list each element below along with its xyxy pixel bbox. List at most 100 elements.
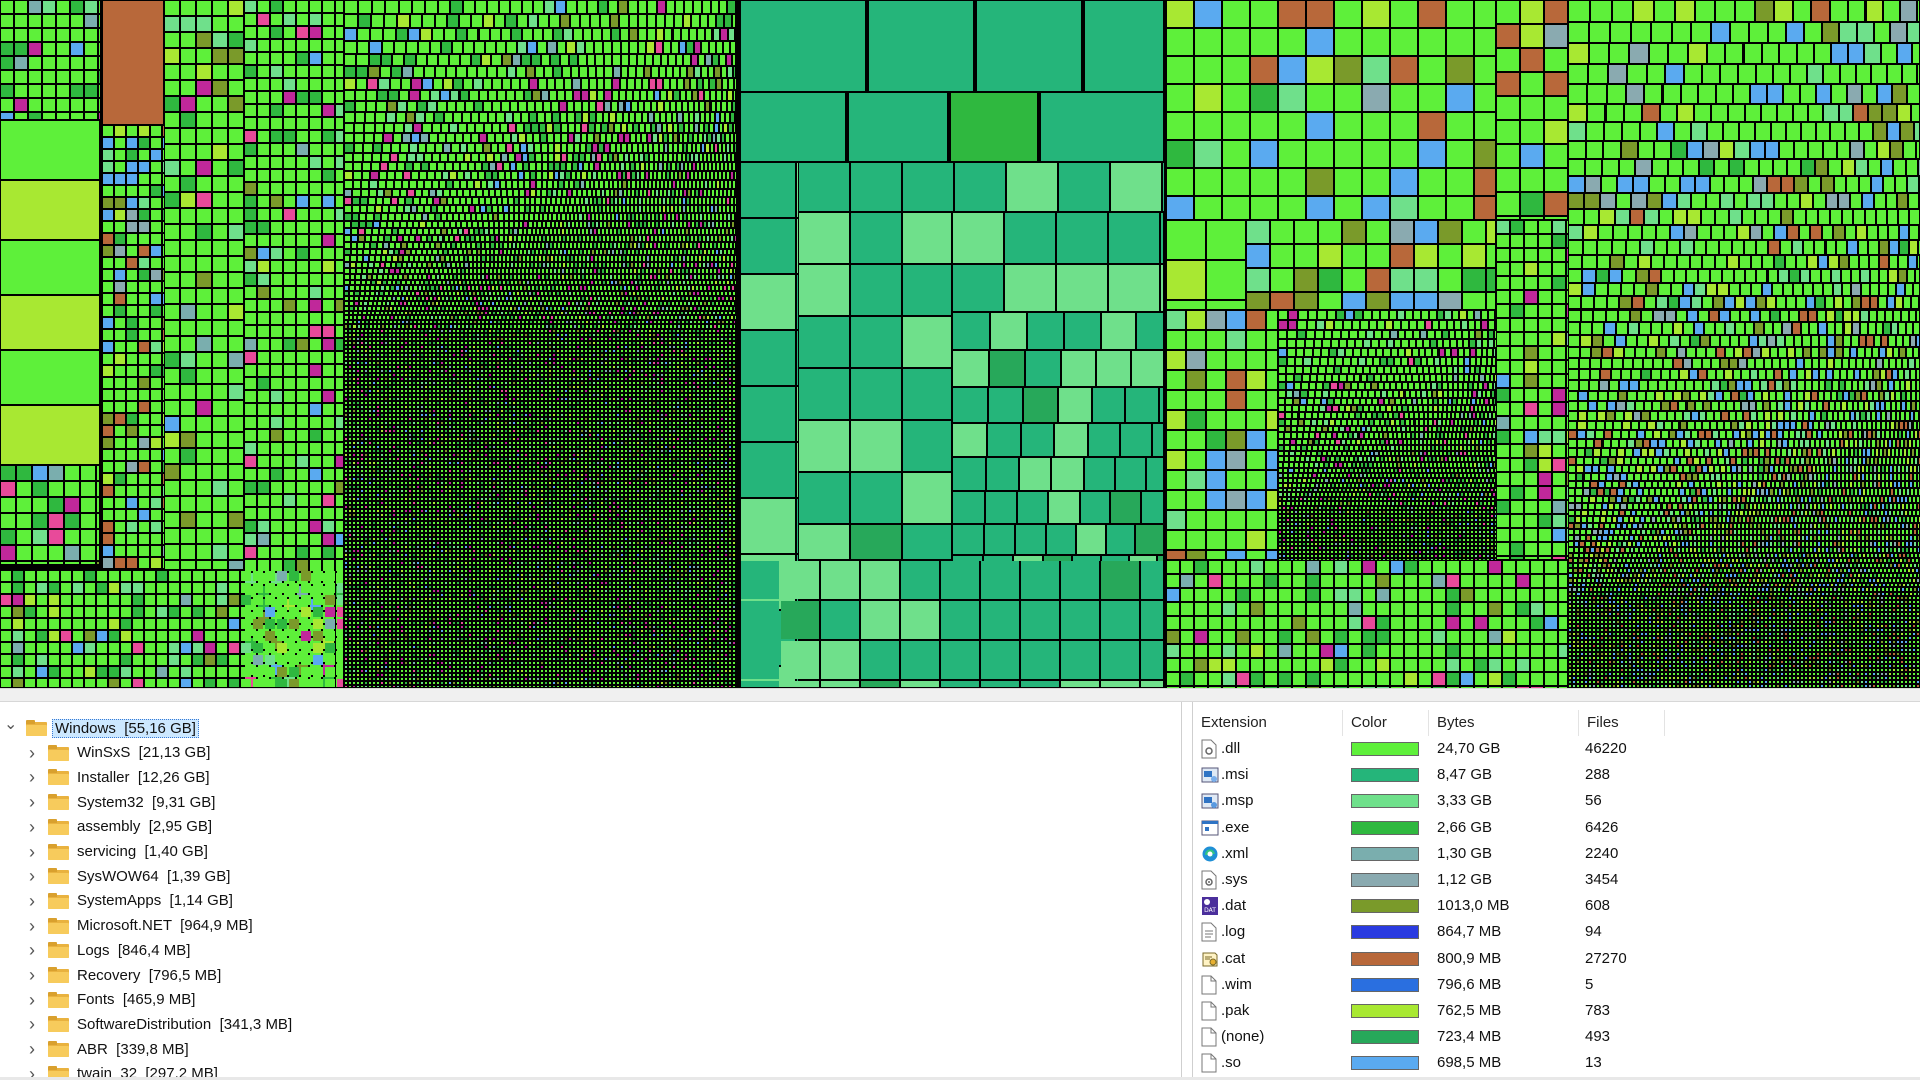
treemap-tile[interactable] [165,129,179,143]
treemap-tile[interactable] [181,193,195,207]
treemap-tile[interactable] [310,417,321,428]
treemap-tile[interactable] [33,498,47,512]
treemap-tile[interactable] [336,105,343,116]
treemap-tile[interactable] [550,15,559,27]
treemap-tile[interactable] [115,234,125,244]
treemap-tile[interactable] [181,353,195,367]
treemap-tile[interactable] [29,43,41,55]
treemap-tile[interactable] [491,29,500,40]
treemap-tile[interactable] [336,170,343,181]
treemap-tile[interactable] [163,354,164,364]
treemap-tile[interactable] [99,113,100,119]
treemap-tile[interactable] [258,339,269,350]
treemap-tile[interactable] [271,222,282,233]
treemap-tile[interactable] [165,113,179,127]
treemap-tile[interactable] [127,546,137,556]
treemap-tile[interactable] [213,561,227,569]
treemap-tile[interactable] [163,510,164,520]
treemap-tile[interactable] [284,170,295,181]
treemap-tile[interactable] [675,15,682,27]
treemap-tile[interactable] [29,29,41,41]
treemap-tile[interactable] [151,366,161,376]
treemap-tile[interactable] [163,186,164,196]
treemap-tile[interactable] [284,118,295,129]
treemap-tile[interactable] [258,274,269,285]
treemap-tile[interactable] [271,495,282,506]
treemap-tile[interactable] [297,326,308,337]
treemap-tile[interactable] [181,65,195,79]
treemap-tile[interactable] [284,443,295,454]
treemap-tile[interactable] [271,430,282,441]
treemap-tile[interactable] [284,547,295,558]
treemap-tile[interactable] [99,99,100,111]
treemap-tile[interactable] [284,560,295,571]
treemap-tile[interactable] [297,261,308,272]
treemap-tile[interactable] [213,305,227,319]
treemap-tile[interactable] [127,186,137,196]
treemap-tile[interactable] [127,426,137,436]
treemap-tile[interactable] [181,513,195,527]
treemap-tile[interactable] [284,391,295,402]
treemap-tile[interactable] [258,313,269,324]
treemap-tile[interactable] [181,225,195,239]
treemap-tile[interactable] [165,561,179,569]
treemap-tile[interactable] [197,369,211,383]
treemap-tile[interactable] [97,498,99,512]
treemap-tile[interactable] [213,97,227,111]
treemap-tile[interactable] [97,466,99,480]
treemap-tile[interactable] [229,513,243,527]
treemap-tile[interactable] [488,1,498,13]
treemap-tile[interactable] [297,66,308,77]
treemap-tile[interactable] [115,510,125,520]
treemap-tile[interactable] [245,508,256,519]
treemap-tile[interactable] [85,1,97,13]
treemap-tile[interactable] [284,352,295,363]
treemap-tile[interactable] [1,482,15,496]
treemap-tile[interactable] [181,401,195,415]
treemap-tile[interactable] [163,534,164,544]
treemap-tile[interactable] [258,92,269,103]
treemap-tile[interactable] [258,391,269,402]
treemap-tile[interactable] [229,65,243,79]
treemap-tile[interactable] [43,85,55,97]
treemap-tile[interactable] [297,79,308,90]
treemap-tile[interactable] [297,274,308,285]
treemap-tile[interactable] [213,321,227,335]
treemap-tile[interactable] [197,177,211,191]
treemap-tile[interactable] [245,157,256,168]
treemap-tile[interactable] [336,339,343,350]
treemap-tile[interactable] [103,378,113,388]
treemap-tile[interactable] [181,529,195,543]
treemap-tile[interactable] [229,145,243,159]
treemap-tile[interactable] [323,404,334,415]
treemap-tile[interactable] [1,15,13,27]
treemap-tile[interactable] [229,49,243,63]
treemap-tile[interactable] [103,1,163,124]
treemap-tile[interactable] [85,99,97,111]
treemap-tile[interactable] [165,273,179,287]
treemap-tile[interactable] [323,40,334,51]
treemap-tile[interactable] [457,29,466,40]
treemap-tile[interactable] [127,138,137,148]
treemap-tile[interactable] [57,71,69,83]
treemap-tile[interactable] [139,162,149,172]
treemap-tile[interactable] [229,545,243,559]
treemap-tile[interactable] [336,352,343,363]
treemap-tile[interactable] [692,15,698,27]
treemap-tile[interactable] [511,1,521,13]
treemap-tile[interactable] [103,498,113,508]
treemap-tile[interactable] [181,81,195,95]
treemap-tile[interactable] [139,474,149,484]
treemap-tile[interactable] [115,378,125,388]
treemap-tile[interactable] [165,97,179,111]
treemap-tile[interactable] [151,486,161,496]
treemap-tile[interactable] [197,289,211,303]
treemap-tile[interactable] [151,270,161,280]
treemap-tile[interactable] [151,246,161,256]
treemap-tile[interactable] [1,85,13,97]
treemap-tile[interactable] [336,391,343,402]
treemap-tile[interactable] [151,402,161,412]
treemap-tile[interactable] [163,270,164,280]
treemap-tile[interactable] [103,402,113,412]
treemap-tile[interactable] [258,261,269,272]
